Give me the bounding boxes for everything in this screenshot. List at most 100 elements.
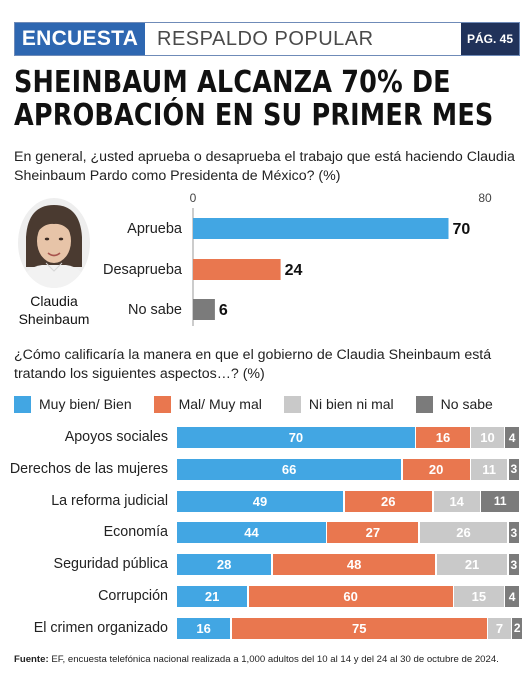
footer-label: Fuente: bbox=[14, 654, 49, 665]
stacked-bar-segment: 27 bbox=[327, 522, 419, 544]
legend-swatch bbox=[153, 395, 171, 413]
stacked-bar-segment: 48 bbox=[272, 554, 436, 576]
portrait-image bbox=[18, 198, 90, 288]
data-label: 15 bbox=[471, 589, 487, 604]
category-label: Aprueba bbox=[127, 221, 183, 237]
footer-text: EF, encuesta telefónica nacional realiza… bbox=[51, 654, 499, 665]
data-label: 21 bbox=[464, 557, 480, 573]
data-label: 27 bbox=[365, 525, 381, 541]
legend-item: Muy bien/ Bien bbox=[14, 395, 132, 413]
category-label: Corrupción bbox=[98, 588, 168, 604]
category-label: Apoyos sociales bbox=[64, 429, 168, 445]
stacked-bar-segment: 49 bbox=[177, 490, 344, 512]
data-label: 16 bbox=[196, 620, 211, 636]
stacked-bar-segment: 21 bbox=[436, 554, 508, 576]
category-label: Desaprueba bbox=[103, 262, 183, 278]
data-label: 3 bbox=[510, 557, 518, 572]
data-label: 48 bbox=[346, 557, 362, 573]
data-label: 70 bbox=[453, 221, 471, 238]
legend-label: No sabe bbox=[440, 396, 493, 412]
stacked-bar-segment: 66 bbox=[177, 458, 402, 480]
stacked-bar-segment: 60 bbox=[248, 586, 453, 607]
stacked-bar-segment: 14 bbox=[433, 490, 480, 512]
section-header: ENCUESTA RESPALDO POPULAR PÁG. 45 bbox=[14, 22, 520, 56]
axis-tick-label: 0 bbox=[190, 191, 197, 205]
data-label: 3 bbox=[510, 462, 518, 477]
category-label: El crimen organizado bbox=[33, 619, 168, 636]
legend-label: Mal/ Muy mal bbox=[178, 396, 262, 412]
category-label: Seguridad pública bbox=[53, 556, 168, 573]
stacked-bar-segment: 15 bbox=[454, 586, 504, 607]
approval-bar bbox=[193, 299, 215, 320]
data-label: 4 bbox=[508, 430, 516, 445]
data-label: 20 bbox=[428, 461, 444, 477]
approval-chart-svg: 0 80 Aprueba 70 Desaprueba 24 No sabe 6 bbox=[103, 191, 492, 326]
stacked-bar-segment: 2 bbox=[512, 617, 523, 639]
category-label: Economía bbox=[103, 524, 168, 541]
stacked-bar-segment: 7 bbox=[488, 617, 511, 639]
data-label: 6 bbox=[219, 302, 228, 319]
question-2: ¿Cómo calificaría la manera en que el go… bbox=[14, 347, 492, 382]
stacked-bar-segment: 11 bbox=[471, 458, 508, 480]
axis-tick-label: 80 bbox=[478, 191, 492, 205]
legend-item: Ni bien ni mal bbox=[283, 395, 394, 413]
stacked-bar-segment: 16 bbox=[416, 427, 470, 448]
person-name: Claudia Sheinbaum bbox=[18, 293, 90, 327]
stacked-bar-segment: 4 bbox=[505, 586, 519, 607]
data-label: 70 bbox=[288, 430, 304, 445]
approval-chart: 0 80 Aprueba 70 Desaprueba 24 No sabe 6 bbox=[0, 186, 531, 326]
stacked-bar-segment: 3 bbox=[508, 458, 519, 480]
headline: SHEINBAUM ALCANZA 70% DE APROBACIÓN EN S… bbox=[14, 65, 494, 133]
source-footnote: Fuente: EF, encuesta telefónica nacional… bbox=[14, 654, 524, 665]
stacked-bar-segment: 3 bbox=[508, 522, 519, 544]
data-label: 11 bbox=[482, 461, 497, 477]
data-label: 49 bbox=[252, 493, 268, 509]
data-label: 14 bbox=[449, 493, 464, 509]
question-1: En general, ¿usted aprueba o desaprueba … bbox=[14, 149, 515, 184]
data-label: 28 bbox=[216, 557, 232, 573]
data-label: 7 bbox=[495, 620, 504, 636]
data-label: 26 bbox=[381, 493, 396, 509]
data-label: 60 bbox=[343, 589, 358, 604]
stacked-bar-segment: 26 bbox=[419, 522, 508, 544]
stacked-bar-segment: 11 bbox=[481, 490, 519, 512]
legend-label: Muy bien/ Bien bbox=[39, 396, 132, 412]
approval-bar bbox=[193, 218, 449, 239]
stacked-bar-segment: 44 bbox=[177, 522, 326, 544]
approval-bar bbox=[193, 259, 281, 280]
stacked-bar-segment: 20 bbox=[402, 458, 470, 480]
section-title: RESPALDO POPULAR bbox=[157, 27, 374, 50]
legend-swatch bbox=[14, 395, 31, 413]
data-label: 24 bbox=[285, 262, 303, 279]
data-label: 10 bbox=[480, 430, 495, 445]
data-label: 4 bbox=[508, 589, 516, 604]
section-tag: ENCUESTA bbox=[15, 23, 145, 55]
data-label: 16 bbox=[435, 430, 451, 445]
aspects-chart: Apoyos sociales 70 16 10 4 Derechos de las mu… bbox=[0, 425, 531, 645]
stacked-bar-segment: 16 bbox=[177, 617, 231, 639]
stacked-bar-segment: 26 bbox=[344, 490, 432, 512]
chart-legend: Muy bien/ Bien Mal/ Muy mal Ni bien ni mal… bbox=[14, 394, 524, 414]
category-label: Derechos de las mujeres bbox=[9, 460, 168, 477]
data-label: 66 bbox=[281, 461, 297, 477]
category-label: La reforma judicial bbox=[51, 492, 168, 509]
stacked-bar-segment: 10 bbox=[471, 427, 504, 448]
legend-swatch bbox=[283, 395, 301, 413]
stacked-bar-segment: 21 bbox=[177, 586, 248, 607]
legend-item: No sabe bbox=[415, 395, 493, 413]
category-label: No sabe bbox=[128, 302, 182, 318]
stacked-bar-segment: 4 bbox=[505, 427, 519, 448]
data-label: 3 bbox=[510, 525, 518, 540]
legend-item: Mal/ Muy mal bbox=[153, 395, 262, 413]
page-number: PÁG. 45 bbox=[461, 23, 519, 55]
stacked-bar-segment: 3 bbox=[508, 554, 519, 576]
data-label: 75 bbox=[351, 620, 367, 636]
legend-swatch bbox=[415, 395, 433, 413]
data-label: 44 bbox=[244, 525, 259, 541]
stacked-bar-segment: 70 bbox=[177, 427, 415, 448]
data-label: 2 bbox=[513, 621, 521, 636]
data-label: 26 bbox=[456, 525, 471, 541]
data-label: 21 bbox=[204, 589, 220, 604]
stacked-bar-segment: 28 bbox=[177, 554, 272, 576]
data-label: 11 bbox=[493, 494, 507, 509]
